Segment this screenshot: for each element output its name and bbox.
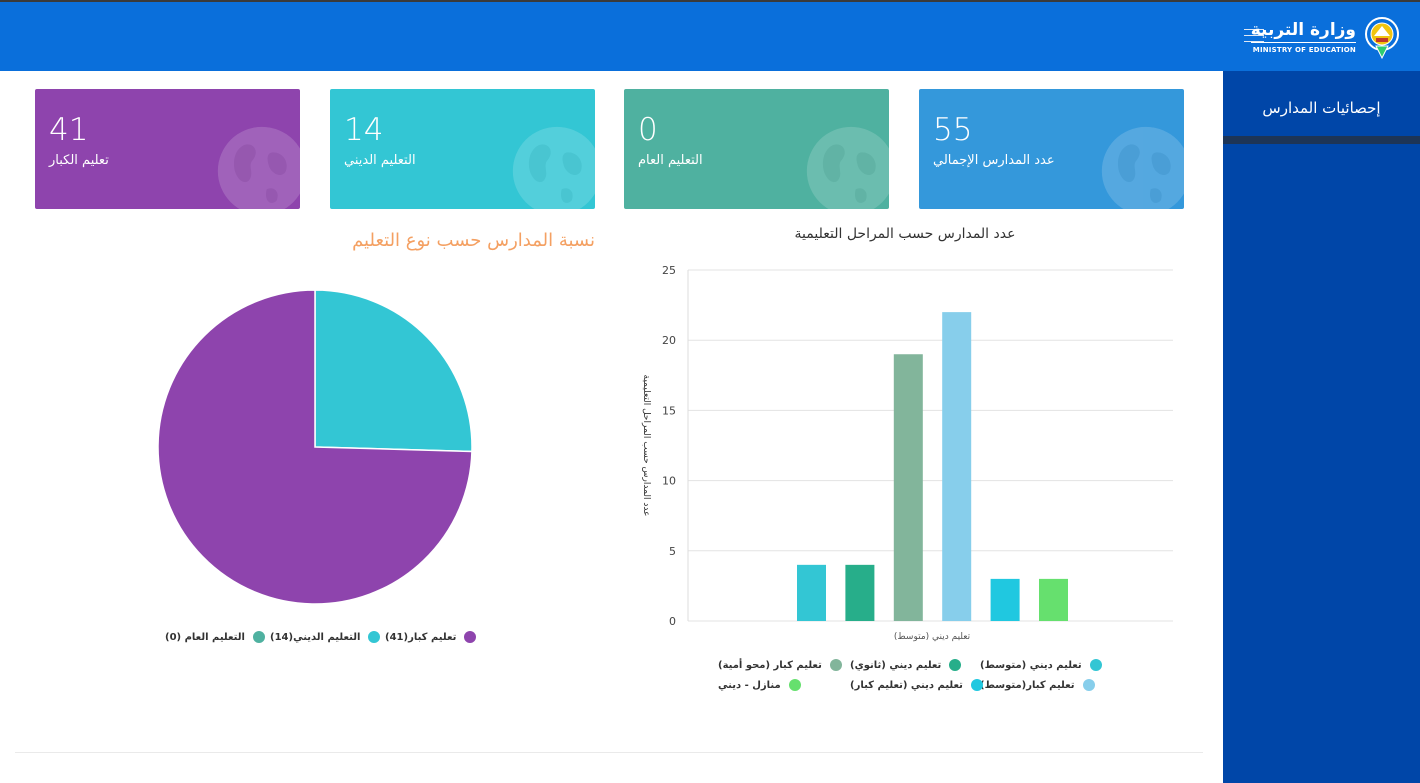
legend-dot <box>949 659 962 671</box>
stat-label: التعليم الديني <box>344 153 416 168</box>
legend-label: تعليم ديني (متوسط) <box>980 659 1082 671</box>
legend-item[interactable]: التعليم العام (0) <box>165 631 265 643</box>
legend-label: التعليم العام (0) <box>165 631 245 643</box>
bar[interactable] <box>942 312 972 621</box>
bar[interactable] <box>893 354 923 621</box>
legend-label: تعليم كبار(41) <box>385 631 457 643</box>
legend-item[interactable]: تعليم كبار(41) <box>385 631 477 643</box>
legend-dot <box>252 631 265 643</box>
legend-label: التعليم الديني(14) <box>270 631 361 643</box>
stat-value: 0 <box>638 112 658 148</box>
y-tick-label: 0 <box>669 615 676 628</box>
legend-label: تعليم ديني (ثانوي) <box>850 659 942 671</box>
legend-label: تعليم ديني (تعليم كبار) <box>850 679 963 691</box>
sidebar-item-school-statistics[interactable]: إحصائيات المدارس <box>1262 99 1381 117</box>
legend-dot <box>788 679 801 691</box>
y-tick-label: 10 <box>662 475 676 488</box>
globe-icon <box>1101 126 1184 209</box>
legend-item[interactable]: تعليم ديني (متوسط) <box>980 659 1102 671</box>
ministry-emblem-icon <box>1365 17 1399 60</box>
sidebar-divider <box>1223 136 1420 144</box>
stat-card-adult-education[interactable]: 41 تعليم الكبار <box>35 89 300 209</box>
bar-chart-title: عدد المدارس حسب المراحل التعليمية <box>794 226 1016 242</box>
bar-chart: 0 5 10 15 20 25 عدد المدارس حسب المراحل التعلي… <box>641 264 1173 642</box>
globe-icon <box>806 126 889 209</box>
bar[interactable] <box>990 578 1020 621</box>
legend-item[interactable]: تعليم ديني (تعليم كبار) <box>850 679 983 691</box>
legend-item[interactable]: تعليم كبار(متوسط) <box>980 679 1095 691</box>
footer-divider <box>15 752 1203 753</box>
brand-logo[interactable]: وزارة التربية MINISTRY OF EDUCATION <box>1250 14 1402 62</box>
stat-label: عدد المدارس الإجمالي <box>933 153 1055 168</box>
legend-label: منازل - ديني <box>718 679 781 691</box>
bar-chart-legend: تعليم ديني (متوسط) تعليم ديني (ثانوي) تعلي… <box>700 659 1102 699</box>
legend-label: تعليم كبار(متوسط) <box>980 679 1075 691</box>
y-tick-label: 15 <box>662 404 676 417</box>
bar[interactable] <box>1039 578 1068 621</box>
stat-label: تعليم الكبار <box>49 153 109 168</box>
legend-dot <box>368 631 381 643</box>
top-navbar: وزارة التربية MINISTRY OF EDUCATION <box>0 0 1420 71</box>
legend-dot <box>1089 659 1102 671</box>
sidebar: إحصائيات المدارس <box>1223 71 1420 783</box>
legend-dot <box>970 679 983 691</box>
stat-card-general-education[interactable]: 0 التعليم العام <box>624 89 889 209</box>
pie-chart-legend: تعليم كبار(41) التعليم الديني(14) التعليم … <box>150 631 480 647</box>
globe-icon <box>217 126 300 209</box>
hamburger-icon[interactable] <box>1244 29 1264 45</box>
stat-value: 55 <box>933 112 973 148</box>
globe-icon <box>512 126 595 209</box>
legend-item[interactable]: تعليم ديني (ثانوي) <box>850 659 962 671</box>
y-tick-label: 25 <box>662 264 676 277</box>
pie-slice[interactable] <box>157 289 473 605</box>
y-axis-label: عدد المدارس حسب المراحل التعليمية <box>641 374 651 516</box>
legend-item[interactable]: التعليم الديني(14) <box>270 631 381 643</box>
y-tick-label: 20 <box>662 334 676 347</box>
legend-item[interactable]: منازل - ديني <box>718 679 801 691</box>
brand-english-name: MINISTRY OF EDUCATION <box>1252 46 1356 54</box>
stat-card-religious-education[interactable]: 14 التعليم الديني <box>330 89 595 209</box>
legend-label: تعليم كبار (محو أمية) <box>718 659 822 671</box>
x-axis-label: تعليم ديني (متوسط) <box>894 632 971 642</box>
stat-value: 14 <box>344 112 384 148</box>
bar[interactable] <box>845 564 875 621</box>
legend-dot <box>829 659 842 671</box>
legend-dot <box>464 631 477 643</box>
legend-dot <box>1082 679 1095 691</box>
brand-arabic-name: وزارة التربية <box>1250 22 1356 43</box>
bar[interactable] <box>797 564 826 621</box>
pie-chart-title: نسبة المدارس حسب نوع التعليم <box>352 230 595 251</box>
pie-chart <box>157 289 473 605</box>
pie-slice[interactable] <box>314 289 473 453</box>
legend-item[interactable]: تعليم كبار (محو أمية) <box>718 659 842 671</box>
stat-label: التعليم العام <box>638 153 703 168</box>
y-tick-label: 5 <box>669 545 676 558</box>
stat-value: 41 <box>49 112 89 148</box>
stat-card-total-schools[interactable]: 55 عدد المدارس الإجمالي <box>919 89 1184 209</box>
